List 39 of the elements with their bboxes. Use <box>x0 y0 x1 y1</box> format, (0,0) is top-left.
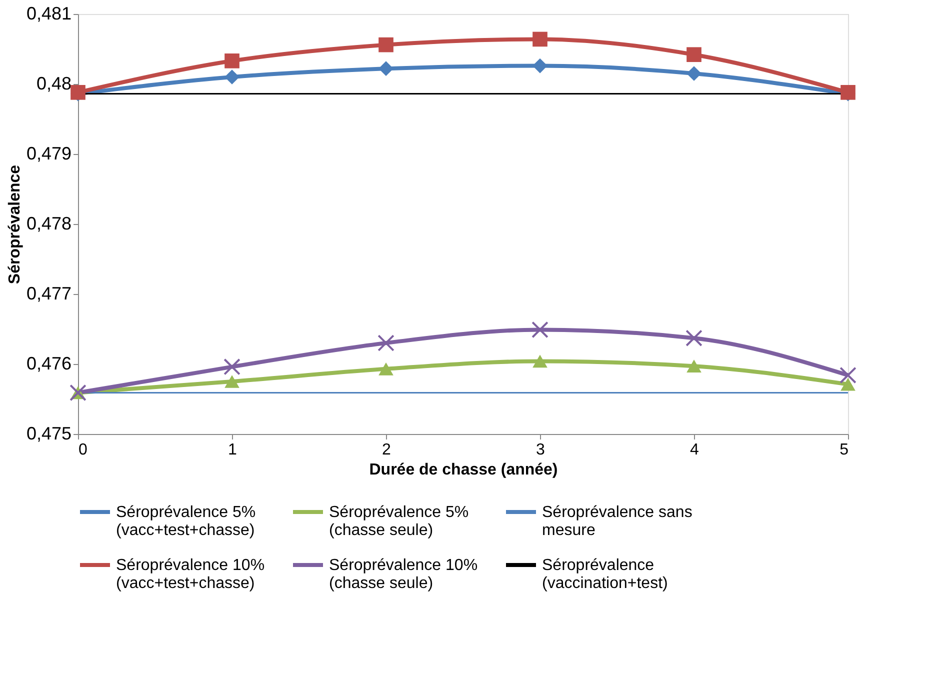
legend-label: Séroprévalence 5% (chasse seule) <box>329 504 469 539</box>
point <box>686 47 702 62</box>
legend-label: Séroprévalence 5% (vacc+test+chasse) <box>116 504 256 539</box>
legend-label: Séroprévalence 10% (chasse seule) <box>329 557 478 592</box>
legend-label: Séroprévalence (vaccination+test) <box>542 557 668 592</box>
point <box>378 362 394 376</box>
point <box>224 358 240 376</box>
y-tick-label: 0,48 <box>36 74 72 94</box>
point <box>224 375 240 388</box>
legend-label: Séroprévalence 10% (vacc+test+chasse) <box>116 557 265 592</box>
point <box>686 66 702 81</box>
x-tick-label: 0 <box>78 442 88 458</box>
y-tick-label: 0,475 <box>26 424 72 444</box>
y-tick-label: 0,478 <box>26 214 72 234</box>
x-tick-label: 5 <box>840 442 849 458</box>
point <box>686 360 702 373</box>
point <box>532 354 548 368</box>
y-axis-title: Séroprévalence <box>6 164 24 284</box>
x-tick-label: 3 <box>536 442 546 458</box>
point <box>378 61 394 76</box>
legend-label: Séroprévalence sans mesure <box>542 504 692 539</box>
point <box>224 70 240 84</box>
y-tick-label: 0,479 <box>26 144 72 164</box>
point <box>224 53 240 68</box>
y-tick-label: 0,481 <box>26 4 72 24</box>
point <box>532 321 548 338</box>
point <box>532 58 548 74</box>
point <box>840 366 856 384</box>
x-tick-label: 2 <box>382 442 392 458</box>
point <box>840 378 856 391</box>
x-axis-title: Durée de chasse (année) <box>369 462 558 478</box>
point <box>378 334 394 352</box>
point <box>686 330 702 347</box>
x-tick-label: 4 <box>690 442 700 458</box>
y-tick-label: 0,477 <box>26 284 72 304</box>
point <box>532 32 548 47</box>
y-tick-label: 0,476 <box>26 354 72 374</box>
point <box>378 37 394 52</box>
x-tick-label: 1 <box>228 442 238 458</box>
